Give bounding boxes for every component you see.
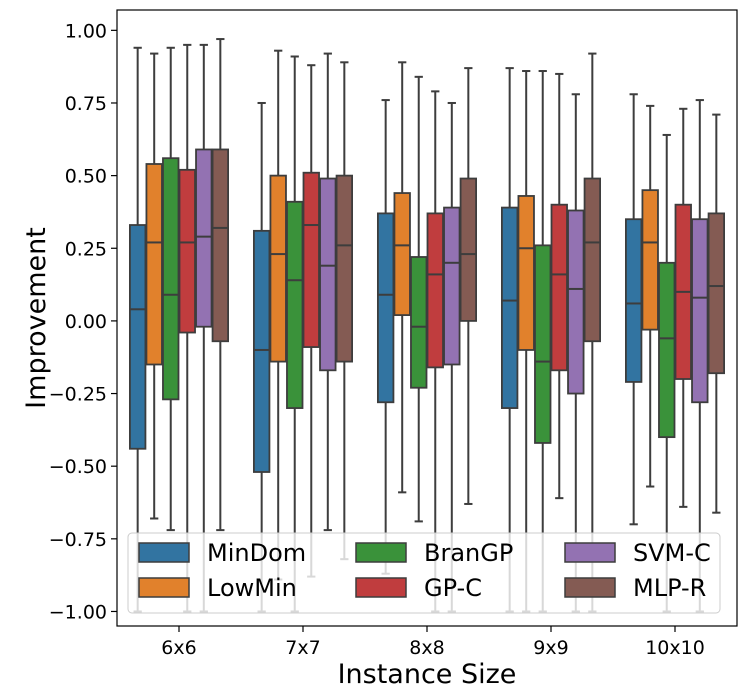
legend-swatch — [564, 542, 616, 563]
box-iqr — [691, 218, 709, 404]
legend-label: LowMin — [207, 574, 297, 602]
box-gp-c-9x9 — [550, 72, 568, 500]
y-axis-label: Improvement — [21, 227, 52, 409]
box-brangp-9x9 — [534, 70, 552, 613]
box-lowmin-6x6 — [145, 52, 163, 520]
y-tick-label: 0.25 — [65, 238, 107, 260]
box-iqr — [500, 206, 519, 409]
box-iqr — [583, 177, 601, 343]
box-iqr — [459, 177, 478, 322]
y-tick-label: −0.75 — [49, 529, 107, 551]
legend-swatch — [138, 542, 190, 563]
legend-entry-svm-c: SVM-C — [564, 539, 711, 567]
box-iqr — [269, 174, 287, 363]
box-iqr — [534, 244, 552, 444]
x-tick-label: 9x9 — [533, 637, 568, 659]
legend-entries: MinDom LowMin BranGP GP-C SVM-C MLP-R — [138, 539, 711, 602]
x-tick-label: 10x10 — [645, 637, 705, 659]
box-iqr — [426, 212, 444, 369]
box-iqr — [625, 218, 643, 383]
legend-label: GP-C — [424, 574, 482, 602]
box-iqr — [195, 148, 213, 328]
box-iqr — [145, 163, 163, 366]
box-lowmin-10x10 — [641, 104, 659, 488]
box-gp-c-7x7 — [302, 64, 320, 578]
y-tick-label: −0.25 — [49, 384, 107, 406]
box-lowmin-9x9 — [517, 70, 535, 613]
box-mlp-r-6x6 — [211, 38, 229, 532]
legend-swatch — [355, 577, 407, 598]
box-mlp-r-10x10 — [707, 113, 725, 514]
box-iqr — [707, 212, 725, 375]
legend-label: BranGP — [424, 539, 513, 567]
box-iqr — [252, 229, 271, 473]
box-svm-c-10x10 — [691, 99, 709, 613]
x-tick-label: 8x8 — [409, 637, 444, 659]
box-mindom-9x9 — [500, 67, 519, 613]
box-iqr — [286, 200, 304, 409]
box-mindom-10x10 — [625, 93, 643, 526]
axes: 1.00 0.75 0.50 0.25 0.00 −0.25 −0.50 −0.75 −1.00… — [49, 9, 738, 659]
box-iqr — [550, 203, 568, 372]
legend-entry-mlp-r: MLP-R — [564, 574, 706, 602]
plot-area — [128, 38, 725, 613]
box-brangp-8x8 — [410, 75, 428, 523]
box-iqr — [178, 168, 196, 334]
legend-entry-lowmin: LowMin — [138, 574, 297, 602]
box-gp-c-6x6 — [178, 43, 196, 613]
box-iqr — [443, 206, 461, 366]
box-iqr — [410, 256, 428, 389]
x-axis-label: Instance Size — [338, 659, 517, 690]
x-tick-label: 7x7 — [285, 637, 320, 659]
box-iqr — [128, 224, 147, 450]
legend-label: SVM-C — [633, 539, 711, 567]
box-svm-c-7x7 — [319, 52, 337, 532]
box-iqr — [517, 195, 535, 351]
box-lowmin-7x7 — [269, 49, 287, 581]
y-tick-label: 1.00 — [65, 20, 107, 42]
box-mindom-8x8 — [376, 99, 395, 575]
box-iqr — [302, 171, 320, 348]
y-tick-label: 0.00 — [65, 311, 107, 333]
box-iqr — [211, 148, 229, 343]
box-gp-c-10x10 — [674, 107, 692, 508]
box-iqr — [376, 212, 395, 404]
box-mlp-r-7x7 — [335, 61, 354, 561]
y-tick-label: 0.75 — [65, 93, 107, 115]
y-tick-label: 0.50 — [65, 166, 107, 188]
legend-label: MinDom — [207, 539, 306, 567]
legend-label: MLP-R — [633, 574, 706, 602]
box-svm-c-6x6 — [195, 43, 213, 613]
box-iqr — [335, 174, 354, 363]
x-tick-label: 6x6 — [161, 637, 196, 659]
box-iqr — [393, 192, 411, 316]
legend-entry-mindom: MinDom — [138, 539, 306, 567]
legend-entry-brangp: BranGP — [355, 539, 513, 567]
box-iqr — [162, 157, 180, 401]
legend-swatch — [564, 577, 616, 598]
box-lowmin-8x8 — [393, 61, 411, 494]
legend-swatch — [355, 542, 407, 563]
legend-swatch — [138, 577, 190, 598]
box-mlp-r-9x9 — [583, 52, 601, 613]
box-mindom-7x7 — [252, 101, 271, 613]
box-brangp-10x10 — [658, 133, 676, 613]
box-iqr — [641, 189, 659, 331]
box-iqr — [567, 209, 585, 395]
y-tick-label: −0.50 — [49, 456, 107, 478]
box-brangp-7x7 — [286, 55, 304, 613]
box-iqr — [658, 261, 676, 439]
box-mlp-r-8x8 — [459, 67, 478, 505]
legend-entry-gp-c: GP-C — [355, 574, 482, 602]
y-tick-label: −1.00 — [49, 601, 107, 623]
box-iqr — [319, 177, 337, 372]
box-brangp-6x6 — [162, 46, 180, 532]
box-svm-c-8x8 — [443, 101, 461, 613]
box-mindom-6x6 — [128, 46, 147, 613]
